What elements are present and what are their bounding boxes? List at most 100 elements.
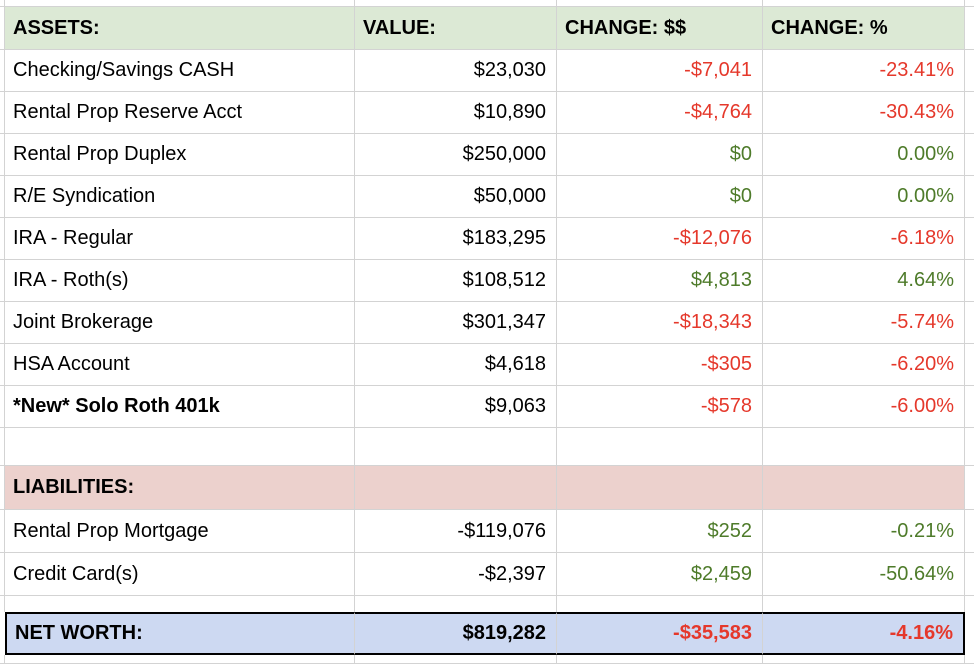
right-margin-cell bbox=[965, 134, 974, 176]
left-margin-cell bbox=[0, 176, 5, 218]
net-worth-percent-cell[interactable]: -4.16% bbox=[763, 612, 965, 655]
left-margin-cell bbox=[0, 0, 5, 7]
liabilities-header-empty-cell[interactable] bbox=[763, 466, 965, 510]
asset-label-cell[interactable]: IRA - Regular bbox=[5, 218, 355, 260]
asset-label-cell[interactable]: Checking/Savings CASH bbox=[5, 50, 355, 92]
left-margin-cell bbox=[0, 428, 5, 466]
empty-cell[interactable] bbox=[5, 596, 355, 612]
left-margin-cell bbox=[0, 466, 5, 510]
right-margin-cell bbox=[965, 344, 974, 386]
asset-percent-cell[interactable]: -5.74% bbox=[763, 302, 965, 344]
asset-row: Joint Brokerage $301,347 -$18,343 -5.74% bbox=[0, 302, 974, 344]
empty-cell[interactable] bbox=[763, 428, 965, 466]
liabilities-header-empty-cell[interactable] bbox=[557, 466, 763, 510]
asset-value-cell[interactable]: $4,618 bbox=[355, 344, 557, 386]
right-margin-cell bbox=[965, 260, 974, 302]
left-margin-cell bbox=[0, 596, 5, 612]
asset-value-cell[interactable]: $183,295 bbox=[355, 218, 557, 260]
asset-label-cell[interactable]: Joint Brokerage bbox=[5, 302, 355, 344]
left-margin-cell bbox=[0, 553, 5, 596]
asset-label-cell[interactable]: R/E Syndication bbox=[5, 176, 355, 218]
left-margin-cell bbox=[0, 510, 5, 553]
asset-change-cell[interactable]: -$305 bbox=[557, 344, 763, 386]
asset-label-cell[interactable]: Rental Prop Reserve Acct bbox=[5, 92, 355, 134]
net-worth-change-cell[interactable]: -$35,583 bbox=[557, 612, 763, 655]
asset-row: Checking/Savings CASH $23,030 -$7,041 -2… bbox=[0, 50, 974, 92]
asset-value-cell[interactable]: $50,000 bbox=[355, 176, 557, 218]
asset-label-cell[interactable]: *New* Solo Roth 401k bbox=[5, 386, 355, 428]
liability-value-cell[interactable]: -$2,397 bbox=[355, 553, 557, 596]
right-margin-cell bbox=[965, 612, 974, 655]
asset-label-cell[interactable]: HSA Account bbox=[5, 344, 355, 386]
spacer-cell bbox=[763, 0, 965, 7]
liability-value-cell[interactable]: -$119,076 bbox=[355, 510, 557, 553]
header-cell-assets[interactable]: ASSETS: bbox=[5, 7, 355, 50]
asset-change-cell[interactable]: -$7,041 bbox=[557, 50, 763, 92]
asset-row: Rental Prop Reserve Acct $10,890 -$4,764… bbox=[0, 92, 974, 134]
asset-label-cell[interactable]: Rental Prop Duplex bbox=[5, 134, 355, 176]
asset-change-cell[interactable]: -$4,764 bbox=[557, 92, 763, 134]
header-cell-change-percent[interactable]: CHANGE: % bbox=[763, 7, 965, 50]
asset-change-cell[interactable]: $4,813 bbox=[557, 260, 763, 302]
asset-row: Rental Prop Duplex $250,000 $0 0.00% bbox=[0, 134, 974, 176]
spacer-cell bbox=[557, 0, 763, 7]
asset-change-cell[interactable]: $0 bbox=[557, 176, 763, 218]
asset-percent-cell[interactable]: -6.00% bbox=[763, 386, 965, 428]
spacer-cell bbox=[355, 655, 557, 664]
asset-change-cell[interactable]: $0 bbox=[557, 134, 763, 176]
right-margin-cell bbox=[965, 176, 974, 218]
left-margin-cell bbox=[0, 260, 5, 302]
liability-change-cell[interactable]: $252 bbox=[557, 510, 763, 553]
right-margin-cell bbox=[965, 553, 974, 596]
asset-percent-cell[interactable]: -23.41% bbox=[763, 50, 965, 92]
asset-value-cell[interactable]: $9,063 bbox=[355, 386, 557, 428]
asset-percent-cell[interactable]: -6.20% bbox=[763, 344, 965, 386]
left-margin-cell bbox=[0, 134, 5, 176]
net-worth-value-cell[interactable]: $819,282 bbox=[355, 612, 557, 655]
asset-row: HSA Account $4,618 -$305 -6.20% bbox=[0, 344, 974, 386]
empty-cell[interactable] bbox=[355, 596, 557, 612]
asset-value-cell[interactable]: $250,000 bbox=[355, 134, 557, 176]
asset-percent-cell[interactable]: 4.64% bbox=[763, 260, 965, 302]
asset-percent-cell[interactable]: -6.18% bbox=[763, 218, 965, 260]
header-cell-value[interactable]: VALUE: bbox=[355, 7, 557, 50]
asset-label-cell[interactable]: IRA - Roth(s) bbox=[5, 260, 355, 302]
spacer-cell bbox=[355, 0, 557, 7]
empty-cell[interactable] bbox=[557, 428, 763, 466]
right-margin-cell bbox=[965, 386, 974, 428]
liability-label-cell[interactable]: Credit Card(s) bbox=[5, 553, 355, 596]
liability-label-cell[interactable]: Rental Prop Mortgage bbox=[5, 510, 355, 553]
empty-row bbox=[0, 428, 974, 466]
asset-change-cell[interactable]: -$12,076 bbox=[557, 218, 763, 260]
asset-percent-cell[interactable]: 0.00% bbox=[763, 176, 965, 218]
left-margin-cell bbox=[0, 386, 5, 428]
net-worth-label-cell[interactable]: NET WORTH: bbox=[5, 612, 355, 655]
asset-value-cell[interactable]: $23,030 bbox=[355, 50, 557, 92]
asset-value-cell[interactable]: $301,347 bbox=[355, 302, 557, 344]
asset-change-cell[interactable]: -$18,343 bbox=[557, 302, 763, 344]
right-margin-cell bbox=[965, 92, 974, 134]
spacer-cell bbox=[763, 655, 965, 664]
empty-cell[interactable] bbox=[355, 428, 557, 466]
empty-cell[interactable] bbox=[5, 428, 355, 466]
header-cell-change-dollars[interactable]: CHANGE: $$ bbox=[557, 7, 763, 50]
liability-percent-cell[interactable]: -0.21% bbox=[763, 510, 965, 553]
bottom-margin-row bbox=[0, 655, 974, 664]
right-margin-cell bbox=[965, 596, 974, 612]
liability-row: Rental Prop Mortgage -$119,076 $252 -0.2… bbox=[0, 510, 974, 553]
asset-change-cell[interactable]: -$578 bbox=[557, 386, 763, 428]
asset-value-cell[interactable]: $108,512 bbox=[355, 260, 557, 302]
net-worth-row: NET WORTH: $819,282 -$35,583 -4.16% bbox=[0, 612, 974, 655]
liabilities-header-row: LIABILITIES: bbox=[0, 466, 974, 510]
right-margin-cell bbox=[965, 510, 974, 553]
liability-change-cell[interactable]: $2,459 bbox=[557, 553, 763, 596]
empty-cell[interactable] bbox=[557, 596, 763, 612]
asset-percent-cell[interactable]: -30.43% bbox=[763, 92, 965, 134]
liability-percent-cell[interactable]: -50.64% bbox=[763, 553, 965, 596]
asset-row: IRA - Regular $183,295 -$12,076 -6.18% bbox=[0, 218, 974, 260]
liabilities-header-cell[interactable]: LIABILITIES: bbox=[5, 466, 355, 510]
asset-value-cell[interactable]: $10,890 bbox=[355, 92, 557, 134]
asset-percent-cell[interactable]: 0.00% bbox=[763, 134, 965, 176]
empty-cell[interactable] bbox=[763, 596, 965, 612]
liabilities-header-empty-cell[interactable] bbox=[355, 466, 557, 510]
